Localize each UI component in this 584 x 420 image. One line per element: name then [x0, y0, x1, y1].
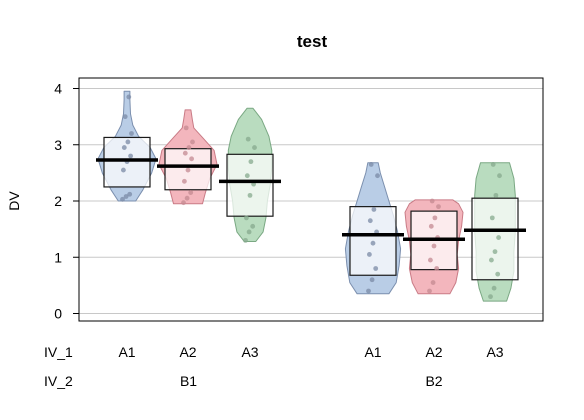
- data-point: [495, 271, 501, 277]
- y-axis: 0 1 2 3 4: [54, 81, 79, 322]
- data-point: [431, 243, 437, 249]
- data-point: [252, 145, 257, 150]
- data-point: [123, 194, 129, 199]
- data-point: [181, 200, 186, 206]
- data-point: [368, 162, 374, 167]
- data-point: [120, 196, 125, 202]
- iv1-tick-label: A2: [425, 344, 442, 360]
- data-point: [185, 167, 191, 173]
- ci-box-A3-B2: [471, 197, 519, 281]
- data-point: [126, 94, 132, 100]
- y-tick-label: 1: [54, 249, 62, 265]
- plot-frame: [78, 77, 544, 322]
- data-point: [369, 277, 375, 283]
- data-point: [182, 150, 188, 156]
- ci-box-A3-B1: [226, 153, 274, 217]
- data-point: [432, 215, 438, 221]
- data-point: [243, 237, 248, 243]
- data-point: [122, 114, 128, 120]
- iv2-tick-label: B2: [425, 373, 442, 389]
- data-point: [496, 235, 501, 240]
- iv1-tick-label: A1: [364, 344, 381, 360]
- raw-points: [120, 94, 502, 300]
- iv1-tick-label: A2: [179, 344, 196, 360]
- data-point: [190, 139, 195, 145]
- iv2-factor-label: IV_2: [44, 373, 73, 389]
- data-point: [489, 257, 494, 263]
- data-point: [429, 198, 435, 204]
- iv2-tick-label: B1: [180, 373, 197, 389]
- data-point: [492, 249, 498, 255]
- data-point: [366, 288, 371, 294]
- data-point: [184, 195, 190, 201]
- data-point: [127, 191, 133, 197]
- iv1-tick-label: A3: [241, 344, 258, 360]
- y-axis-label: DV: [6, 191, 22, 211]
- data-point: [375, 173, 380, 179]
- iv1-tick-label: A1: [118, 344, 135, 360]
- data-point: [497, 173, 502, 179]
- data-point: [183, 125, 189, 131]
- data-point: [125, 139, 131, 145]
- data-point: [371, 207, 377, 212]
- y-tick-label: 0: [54, 306, 62, 322]
- data-point: [189, 156, 195, 162]
- data-point: [489, 215, 495, 221]
- data-point: [493, 192, 499, 198]
- grid-lines: [79, 88, 543, 314]
- data-point: [129, 131, 134, 136]
- iv1-factor-label: IV_1: [44, 344, 73, 360]
- data-point: [373, 266, 379, 271]
- data-point: [128, 153, 134, 159]
- ci-box-A1-B2: [349, 206, 397, 276]
- data-point: [121, 145, 127, 150]
- data-point: [245, 136, 251, 142]
- data-point: [370, 240, 376, 246]
- chart-title: test: [297, 32, 328, 51]
- data-point: [182, 178, 187, 184]
- data-point: [244, 173, 250, 179]
- ci-boxes: [103, 136, 519, 281]
- mean-lines: [96, 158, 526, 241]
- data-point: [491, 285, 497, 291]
- data-point: [248, 159, 254, 165]
- data-point: [434, 266, 440, 271]
- x-axis-labels: IV_1 IV_2 A1 A2 A3 A1 A2 A3 B1 B2: [44, 344, 504, 389]
- y-tick-label: 3: [54, 137, 62, 153]
- y-tick-label: 4: [54, 81, 62, 97]
- data-point: [250, 223, 256, 229]
- data-point: [428, 257, 433, 263]
- data-point: [367, 252, 372, 257]
- data-point: [436, 204, 441, 210]
- data-point: [427, 288, 432, 294]
- iv1-tick-label: A3: [486, 344, 503, 360]
- data-point: [186, 145, 192, 150]
- data-point: [246, 229, 252, 235]
- data-point: [367, 218, 373, 224]
- data-point: [188, 190, 194, 195]
- y-tick-label: 2: [54, 193, 62, 209]
- data-point: [488, 294, 493, 300]
- data-point: [244, 215, 249, 221]
- data-point: [430, 280, 436, 285]
- data-point: [247, 192, 253, 198]
- data-point: [428, 223, 434, 229]
- data-point: [490, 162, 496, 167]
- data-point: [121, 167, 126, 173]
